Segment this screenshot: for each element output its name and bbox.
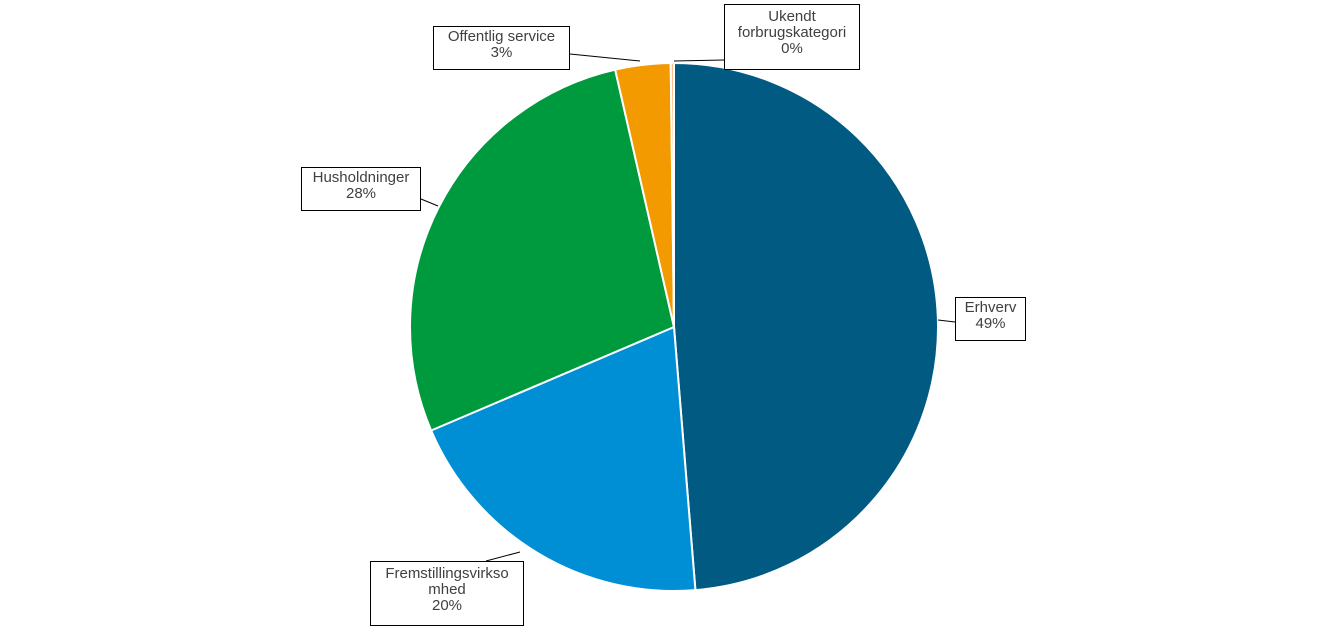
leader-husholdninger <box>420 198 439 207</box>
pie-slices <box>409 61 939 592</box>
leader-offentlig <box>569 53 641 62</box>
leader-lines <box>420 53 956 562</box>
slice-ukendt <box>669 61 675 328</box>
label-offentlig-value: 3% <box>490 44 513 61</box>
label-erhverv-value: 49% <box>975 315 1006 332</box>
leader-ukendt <box>673 59 725 62</box>
label-fremstilling-value: 20% <box>431 597 463 614</box>
slice-husholdninger <box>409 68 676 432</box>
label-erhverv: Erhverv 49% <box>955 297 1026 341</box>
slice-fremstilling <box>429 325 697 592</box>
leader-erhverv <box>937 319 956 323</box>
leader-fremstilling <box>485 551 521 562</box>
label-fremstilling-name-2: mhed <box>428 581 466 598</box>
label-ukendt: Ukendt forbrugskategori 0% <box>724 4 860 70</box>
label-erhverv-name: Erhverv <box>964 299 1017 316</box>
label-ukendt-name-2: forbrugskategori <box>737 24 847 41</box>
label-offentlig-name: Offentlig service <box>447 28 556 45</box>
label-fremstilling-name-1: Fremstillingsvirkso <box>385 565 509 582</box>
label-offentlig: Offentlig service 3% <box>433 26 570 70</box>
slice-erhverv <box>673 61 939 592</box>
label-husholdninger-name: Husholdninger <box>312 169 410 186</box>
label-ukendt-name-1: Ukendt <box>768 8 816 25</box>
label-husholdninger-value: 28% <box>345 185 377 202</box>
label-husholdninger: Husholdninger 28% <box>301 167 421 211</box>
label-fremstilling: Fremstillingsvirkso mhed 20% <box>370 561 524 626</box>
label-ukendt-value: 0% <box>781 40 803 57</box>
